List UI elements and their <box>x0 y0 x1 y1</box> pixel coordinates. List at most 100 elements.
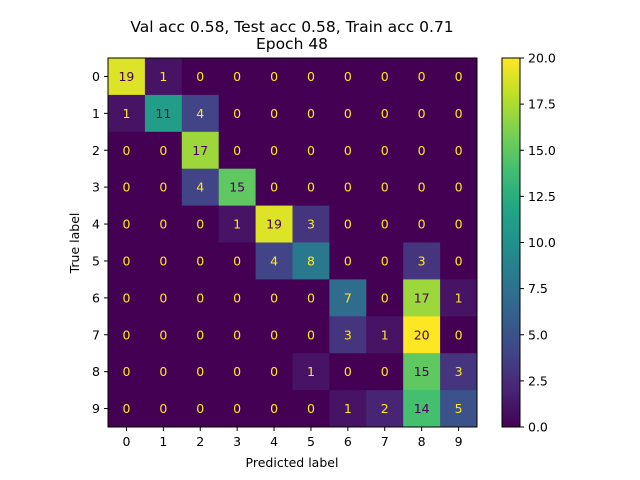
y-axis-ticks: 0 1 2 3 4 5 6 7 8 9 <box>92 69 108 416</box>
cell-value-5-5: 8 <box>307 253 315 268</box>
heatmap-cell-9-0 <box>108 390 146 428</box>
heatmap-cell-4-2 <box>181 205 220 243</box>
y-tick-label: 6 <box>92 290 100 305</box>
heatmap-cell-4-1 <box>144 205 183 243</box>
cell-value-7-8: 20 <box>414 327 430 342</box>
heatmap-cell-0-9 <box>440 58 478 96</box>
cell-value-4-2: 0 <box>196 217 204 232</box>
cell-value-5-7: 0 <box>381 253 389 268</box>
cell-value-1-5: 0 <box>307 106 315 121</box>
x-tick-label: 0 <box>122 434 130 449</box>
chart-title-line1: Val acc 0.58, Test acc 0.58, Train acc 0… <box>130 18 453 36</box>
y-axis-label: True label <box>67 213 82 275</box>
cell-value-2-2: 17 <box>192 143 208 158</box>
heatmap-cell-9-8 <box>403 390 441 428</box>
cell-value-3-6: 0 <box>344 180 352 195</box>
heatmap-cell-labels: 19 1 0 0 0 0 0 0 0 01 11 4 0 0 0 0 0 0 00 0 17 0 0 0 0 0 0 00 0 4 15 0 0… <box>118 69 462 416</box>
cell-value-9-0: 0 <box>122 401 130 416</box>
cell-value-1-0: 1 <box>122 106 130 121</box>
heatmap-cell-3-8 <box>403 168 441 206</box>
heatmap-cell-9-5 <box>292 390 330 428</box>
heatmap-cell-1-0 <box>108 94 146 133</box>
heatmap-cell-6-8 <box>403 279 441 317</box>
heatmap-cell-4-6 <box>329 205 367 243</box>
heatmap-cell-1-3 <box>218 94 256 133</box>
heatmap-cell-8-2 <box>181 353 220 391</box>
cell-value-6-8: 17 <box>414 290 430 305</box>
heatmap-cell-2-8 <box>403 131 441 170</box>
heatmap-cell-2-2 <box>181 131 220 170</box>
cell-value-8-3: 0 <box>233 364 241 379</box>
heatmap-cell-9-9 <box>440 390 478 428</box>
cell-value-6-3: 0 <box>233 290 241 305</box>
cell-value-7-3: 0 <box>233 327 241 342</box>
cell-value-6-9: 1 <box>455 290 463 305</box>
cell-value-1-9: 0 <box>455 106 463 121</box>
colorbar-tick-label: 20.0 <box>528 51 556 66</box>
cell-value-2-5: 0 <box>307 143 315 158</box>
cell-value-8-8: 15 <box>414 364 430 379</box>
cell-value-3-7: 0 <box>381 180 389 195</box>
heatmap-cell-9-4 <box>255 390 293 428</box>
colorbar <box>501 57 521 428</box>
heatmap-cell-1-9 <box>440 94 478 133</box>
heatmap-cell-8-4 <box>255 353 293 391</box>
heatmap-cell-2-3 <box>218 131 256 170</box>
heatmap-cell-8-1 <box>144 353 183 391</box>
heatmap-cell-6-3 <box>218 279 256 317</box>
cell-value-8-2: 0 <box>196 364 204 379</box>
cell-value-4-1: 0 <box>159 217 167 232</box>
cell-value-0-4: 0 <box>270 69 278 84</box>
heatmap-cell-1-6 <box>329 94 367 133</box>
heatmap-cell-8-9 <box>440 353 478 391</box>
heatmap-cell-4-4 <box>255 205 293 243</box>
heatmap-cell-5-1 <box>144 242 183 280</box>
heatmap-cell-7-9 <box>440 316 478 354</box>
x-tick-label: 5 <box>307 434 315 449</box>
x-tick-label: 6 <box>344 434 352 449</box>
heatmap-cell-2-6 <box>329 131 367 170</box>
heatmap-cell-8-0 <box>108 353 146 391</box>
heatmap-cell-4-3 <box>218 205 256 243</box>
heatmap-cell-6-6 <box>329 279 367 317</box>
heatmap-cell-4-0 <box>108 205 146 243</box>
heatmap-cell-3-0 <box>108 168 146 206</box>
heatmap-cell-9-3 <box>218 390 256 428</box>
cell-value-4-9: 0 <box>455 217 463 232</box>
heatmap-cell-6-1 <box>144 279 183 317</box>
heatmap-cell-4-7 <box>366 205 404 243</box>
cell-value-9-3: 0 <box>233 401 241 416</box>
y-tick-label: 3 <box>92 180 100 195</box>
cell-value-1-7: 0 <box>381 106 389 121</box>
heatmap-cell-6-2 <box>181 279 220 317</box>
heatmap-cell-9-6 <box>329 390 367 428</box>
cell-value-6-7: 0 <box>381 290 389 305</box>
heatmap-cell-2-5 <box>292 131 330 170</box>
cell-value-6-5: 0 <box>307 290 315 305</box>
cell-value-7-2: 0 <box>196 327 204 342</box>
heatmap-cell-6-0 <box>108 279 146 317</box>
heatmap-cell-4-8 <box>403 205 441 243</box>
cell-value-5-4: 4 <box>270 253 278 268</box>
x-tick-label: 8 <box>418 434 426 449</box>
cell-value-7-0: 0 <box>122 327 130 342</box>
heatmap-cell-7-3 <box>218 316 256 354</box>
cell-value-1-3: 0 <box>233 106 241 121</box>
cell-value-4-3: 1 <box>233 217 241 232</box>
heatmap-cell-5-4 <box>255 242 293 280</box>
cell-value-5-3: 0 <box>233 253 241 268</box>
heatmap-cell-7-8 <box>403 316 441 354</box>
cell-value-0-6: 0 <box>344 69 352 84</box>
heatmap-cell-6-9 <box>440 279 478 317</box>
cell-value-2-1: 0 <box>159 143 167 158</box>
cell-value-5-8: 3 <box>418 253 426 268</box>
y-tick-label: 7 <box>92 327 100 342</box>
heatmap-cell-3-3 <box>218 168 256 206</box>
y-tick-label: 4 <box>92 217 100 232</box>
heatmap-cell-3-9 <box>440 168 478 206</box>
cell-value-1-8: 0 <box>418 106 426 121</box>
heatmap-cell-1-2 <box>181 94 220 133</box>
heatmap-cells <box>108 58 478 428</box>
cell-value-7-4: 0 <box>270 327 278 342</box>
